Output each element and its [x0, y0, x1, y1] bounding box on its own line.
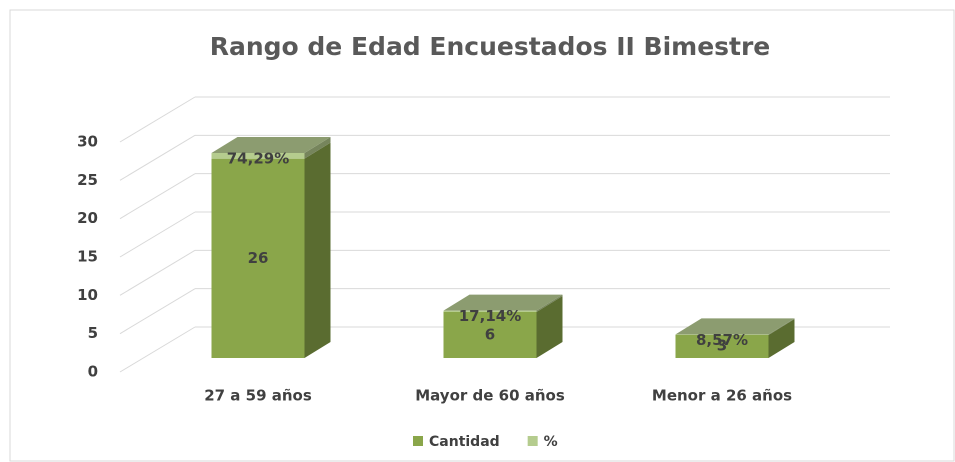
- bar-side: [536, 294, 563, 312]
- bar-front: [443, 310, 537, 312]
- legend-label: %: [544, 434, 558, 450]
- data-label: 3: [717, 337, 727, 355]
- grid-line: [119, 249, 196, 296]
- bar-top: [443, 294, 563, 311]
- bar-front: [443, 312, 537, 358]
- bar-top: [675, 318, 795, 335]
- grid-line: [119, 173, 196, 220]
- y-tick-label: 25: [77, 171, 98, 189]
- legend-swatch: [527, 436, 538, 446]
- bar-front: [675, 335, 769, 358]
- bar-front: [211, 158, 305, 358]
- grid-line: [119, 326, 196, 373]
- bar-front: [211, 152, 305, 159]
- data-label: 17,14%: [459, 307, 521, 325]
- grid-line: [119, 134, 196, 181]
- grid-line: [119, 211, 196, 258]
- data-label: 26: [248, 249, 269, 267]
- y-tick-label: 10: [77, 286, 98, 304]
- y-tick-label: 30: [77, 133, 98, 151]
- legend-swatch: [413, 436, 423, 446]
- bar-side: [304, 142, 331, 358]
- grid-line: [119, 96, 196, 143]
- grid-line: [119, 288, 196, 335]
- x-tick-label: 27 a 59 años: [204, 387, 312, 405]
- bar-top: [211, 136, 331, 153]
- bar-side: [768, 319, 795, 358]
- data-label: 74,29%: [227, 149, 289, 167]
- bar-side: [304, 136, 331, 159]
- bar-side: [768, 318, 795, 335]
- x-tick-label: Mayor de 60 años: [415, 387, 565, 405]
- bar-front: [675, 334, 769, 335]
- y-tick-label: 15: [77, 248, 98, 266]
- y-tick-label: 0: [88, 363, 98, 381]
- y-tick-label: 20: [77, 209, 98, 227]
- x-tick-label: Menor a 26 años: [652, 387, 792, 405]
- chart-border: [9, 9, 955, 462]
- legend-label: Cantidad: [429, 434, 500, 450]
- chart-title: Rango de Edad Encuestados II Bimestre: [210, 32, 771, 61]
- bar-side: [536, 296, 563, 358]
- data-label: 8,57%: [696, 331, 748, 349]
- data-label: 6: [485, 326, 495, 344]
- y-tick-label: 5: [88, 324, 98, 342]
